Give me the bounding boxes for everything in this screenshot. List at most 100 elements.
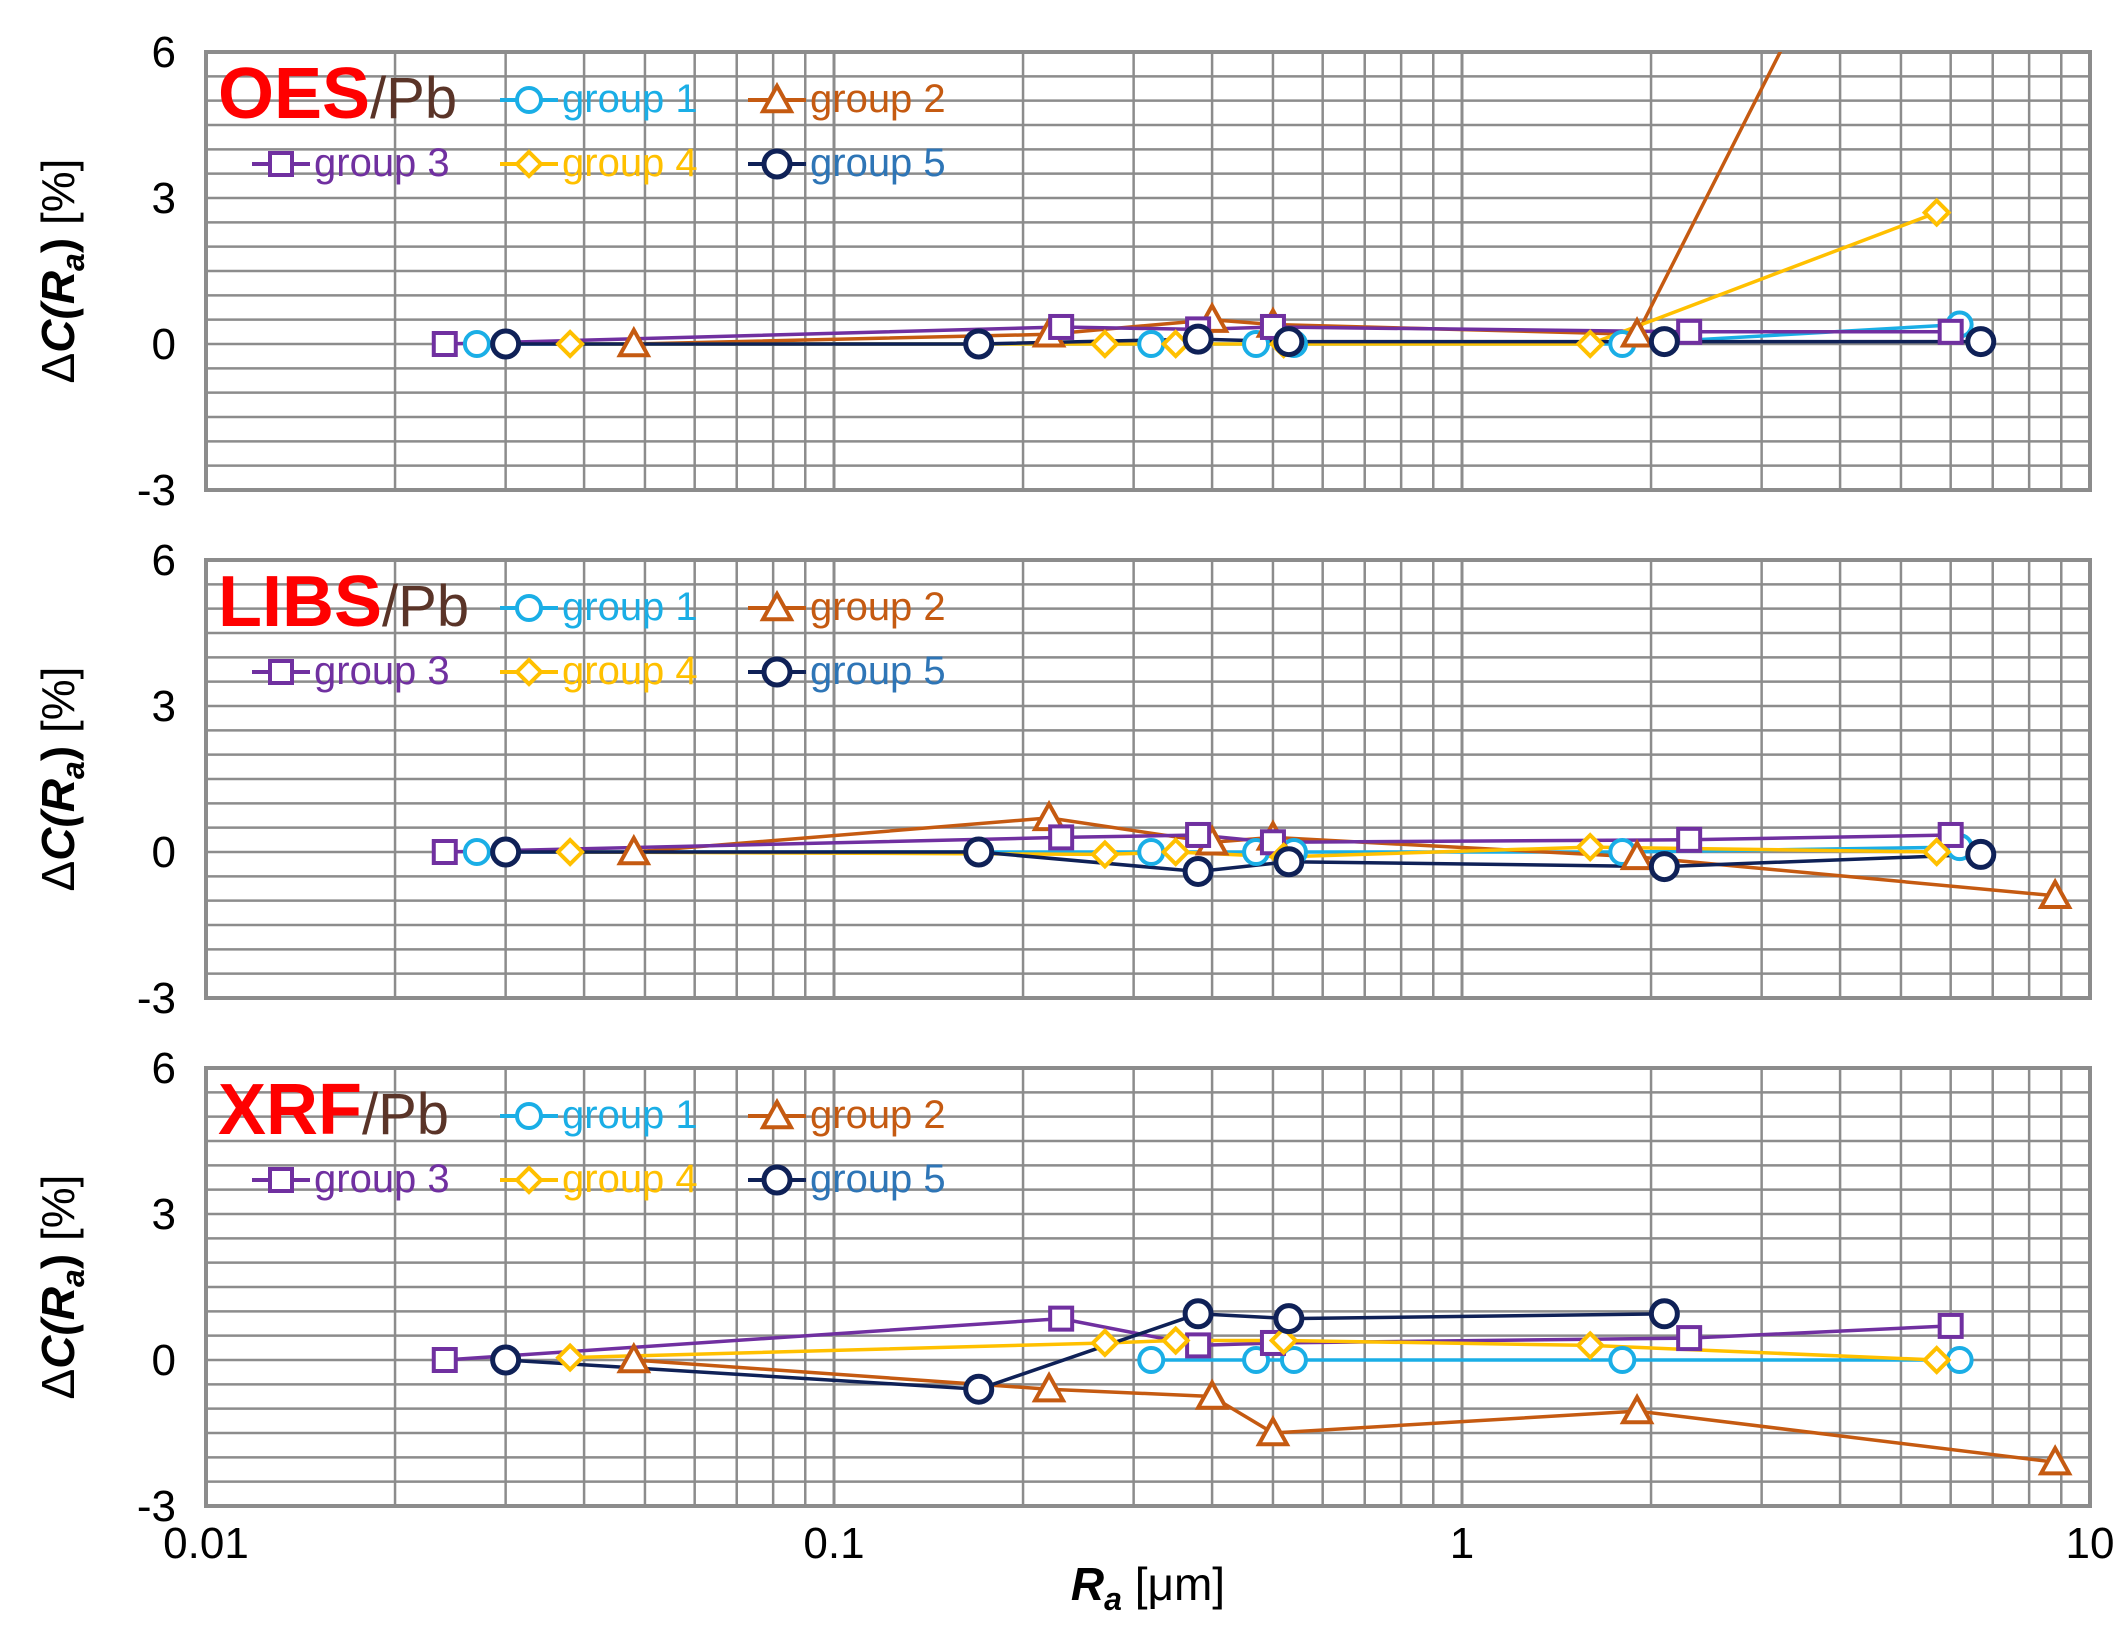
data-point-group4 [1160, 837, 1191, 867]
legend-label-group5: group 5 [810, 141, 946, 185]
legend-label-group2: group 2 [810, 585, 946, 629]
data-point-group5 [490, 1344, 522, 1376]
data-point-group4 [1921, 837, 1952, 867]
y-tick-label: 3 [152, 174, 176, 223]
y-axis-label-unit: [%] [32, 1175, 84, 1254]
y-tick-label: 3 [152, 682, 176, 731]
legend-label-group1: group 1 [562, 77, 698, 121]
panel-title-method: XRF [218, 1070, 362, 1150]
legend-marker-group4 [514, 1165, 544, 1195]
data-point-group3 [1048, 313, 1075, 340]
legend-marker-group2 [759, 1097, 795, 1130]
y-axis-label-close: ) [32, 238, 84, 253]
legend-marker-group2 [759, 589, 795, 622]
data-point-group5 [1648, 851, 1680, 883]
data-point-group5 [1965, 838, 1997, 870]
x-axis-label: Ra [μm] [1071, 1558, 1225, 1617]
legend-marker-group3 [268, 1167, 294, 1193]
legend-marker-group5 [761, 148, 793, 180]
series-line-group4 [570, 1338, 1937, 1362]
legend-marker-group2 [759, 81, 795, 114]
legend-label-group3: group 3 [314, 1157, 450, 1201]
data-point-group3 [1185, 821, 1212, 848]
x-tick-label: 0.01 [163, 1519, 249, 1568]
data-point-group3 [1048, 1305, 1075, 1332]
data-point-group5 [490, 836, 522, 868]
data-point-group2 [1619, 1392, 1655, 1425]
data-point-group4 [1090, 839, 1120, 870]
data-point-group3 [431, 839, 458, 865]
y-axis-label-sub: a [55, 761, 91, 779]
data-point-group3 [431, 1347, 458, 1373]
data-point-group3 [431, 331, 458, 357]
data-point-group1 [1137, 1346, 1166, 1374]
series-line-group3 [444, 325, 1951, 346]
legend-label-group2: group 2 [810, 77, 946, 121]
y-axis-label: ΔC(Ra) [%] [32, 159, 91, 384]
data-point-group5 [1648, 326, 1680, 358]
data-point-group3 [1937, 318, 1964, 345]
y-axis-label-delta: Δ [32, 1369, 84, 1400]
data-point-group4 [1921, 1345, 1952, 1375]
data-point-group3 [1185, 1332, 1212, 1359]
panel-libs: -3 0 3 6 ΔC(Ra) [%] LIBS/Pb group 1 group 2 grou… [32, 536, 2092, 1023]
legend-marker-group1 [515, 594, 543, 622]
data-point-group2 [1031, 1371, 1067, 1403]
legend-marker-group4 [514, 657, 544, 687]
y-axis-label-sub: a [55, 253, 91, 271]
data-point-group1 [1279, 1346, 1308, 1374]
data-point-group5 [1648, 1298, 1680, 1330]
data-point-group2 [1619, 316, 1655, 348]
y-tick-label: -3 [137, 466, 176, 515]
data-point-group3 [1676, 318, 1703, 345]
x-axis-label-symbol: R [1071, 1558, 1104, 1610]
series-line-group5 [505, 850, 1981, 874]
data-point-group4 [1575, 329, 1606, 359]
legend-label-group2: group 2 [810, 1093, 946, 1137]
data-point-group5 [1273, 326, 1305, 358]
data-point-group5 [1182, 323, 1214, 355]
data-point-group4 [1268, 1325, 1299, 1356]
panel-title-element: /Pb [370, 66, 457, 131]
data-point-group2 [1194, 1378, 1230, 1410]
data-point-group3 [1676, 826, 1703, 853]
legend-label-group5: group 5 [810, 1157, 946, 1201]
data-point-group5 [1273, 846, 1305, 878]
y-tick-label: 0 [152, 1336, 176, 1385]
plot-frame [204, 50, 2092, 492]
y-tick-label: -3 [137, 1482, 176, 1531]
x-tick-label: 1 [1450, 1519, 1474, 1568]
legend-label-group4: group 4 [562, 649, 698, 693]
data-point-group5 [963, 836, 995, 868]
plot-frame [204, 558, 2092, 1000]
panel-title: XRF/Pb [218, 1070, 449, 1150]
y-axis-label-delta: Δ [32, 353, 84, 384]
data-point-group5 [1273, 1303, 1305, 1335]
data-point-group5 [1182, 855, 1214, 887]
series-group [431, 799, 2073, 909]
data-point-group2 [2037, 877, 2073, 909]
legend-marker-group5 [761, 656, 793, 688]
panel-title: OES/Pb [218, 54, 457, 134]
x-tick-label: 10 [2066, 1519, 2115, 1568]
y-axis-label-sub: a [55, 1269, 91, 1287]
data-point-group5 [963, 1373, 995, 1405]
legend-label-group4: group 4 [562, 141, 698, 185]
legend-label-group3: group 3 [314, 649, 450, 693]
legend-label-group3: group 3 [314, 141, 450, 185]
y-axis-label: ΔC(Ra) [%] [32, 1175, 91, 1400]
x-tick-label: 0.1 [803, 1519, 864, 1568]
data-point-group2 [616, 325, 652, 358]
legend-label-group1: group 1 [562, 585, 698, 629]
data-point-group3 [1937, 821, 1964, 848]
data-point-group1 [1137, 330, 1166, 358]
series-line-group3 [444, 1316, 1951, 1362]
data-point-group4 [1575, 1330, 1606, 1361]
panel-title-element: /Pb [362, 1082, 449, 1147]
data-point-group4 [1090, 1328, 1120, 1358]
data-point-group5 [963, 328, 995, 360]
legend-marker-group3 [268, 151, 294, 177]
y-axis-label-unit: [%] [32, 159, 84, 238]
